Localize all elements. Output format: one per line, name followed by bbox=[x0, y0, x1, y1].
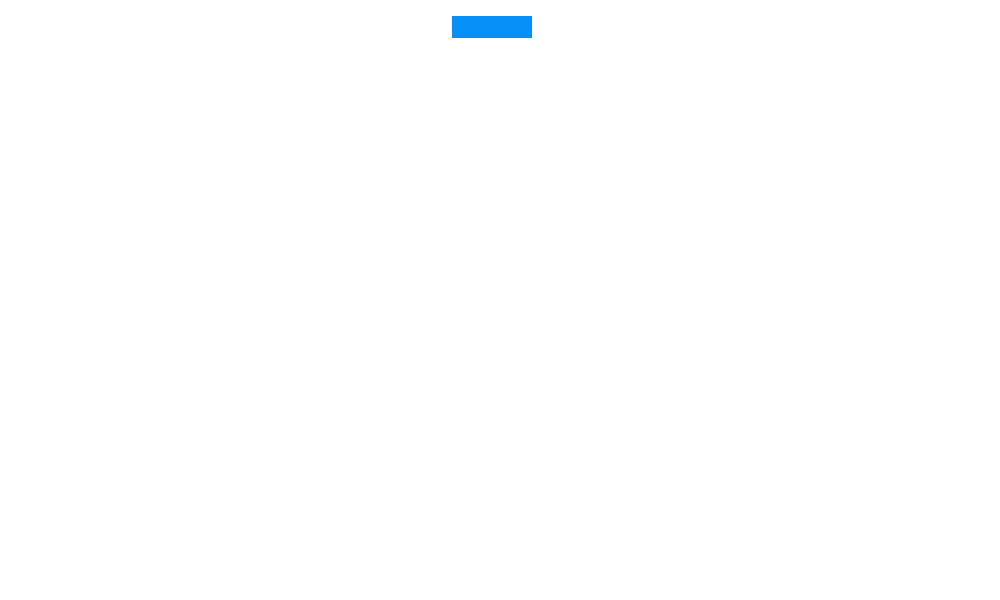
legend bbox=[0, 16, 1000, 38]
legend-swatch bbox=[451, 16, 532, 38]
